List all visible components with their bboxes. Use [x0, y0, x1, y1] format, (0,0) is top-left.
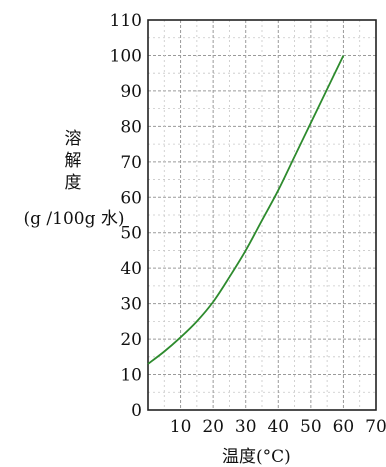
y-tick-label: 20	[120, 330, 142, 350]
x-tick-label: 10	[170, 417, 192, 437]
y-axis-unit: (g /100g 水)	[23, 209, 125, 229]
y-tick-labels: 0 10 20 30 40 50 60 70 80 90 100 110	[110, 11, 142, 421]
y-tick-label: 0	[131, 401, 142, 421]
y-tick-label: 90	[120, 82, 142, 102]
y-tick-label: 30	[120, 295, 142, 315]
y-tick-label: 10	[120, 366, 142, 386]
x-tick-label: 70	[365, 417, 386, 437]
x-tick-labels: 10 20 30 40 50 60 70	[170, 417, 386, 437]
y-tick-label: 60	[120, 188, 142, 208]
y-tick-label: 40	[120, 259, 142, 279]
x-tick-label: 40	[267, 417, 289, 437]
grid	[148, 20, 376, 410]
y-axis-label-char: 度	[64, 173, 82, 193]
y-tick-label: 110	[110, 11, 142, 31]
series-layer	[147, 55, 345, 365]
y-axis-label-char: 解	[64, 151, 82, 171]
x-tick-label: 50	[300, 417, 322, 437]
y-tick-label: 70	[120, 153, 142, 173]
x-axis-label: 温度(°C)	[222, 447, 291, 467]
axes	[147, 19, 377, 411]
plot-frame	[147, 19, 377, 411]
solubility-curve	[147, 55, 345, 365]
y-tick-label: 100	[110, 46, 142, 66]
x-tick-label: 20	[202, 417, 224, 437]
y-axis-label: 溶 解 度	[0, 128, 146, 194]
y-tick-label: 50	[120, 224, 142, 244]
x-tick-label: 30	[235, 417, 257, 437]
x-tick-label: 60	[333, 417, 355, 437]
y-axis-label-char: 溶	[64, 129, 82, 149]
y-tick-label: 80	[120, 117, 142, 137]
